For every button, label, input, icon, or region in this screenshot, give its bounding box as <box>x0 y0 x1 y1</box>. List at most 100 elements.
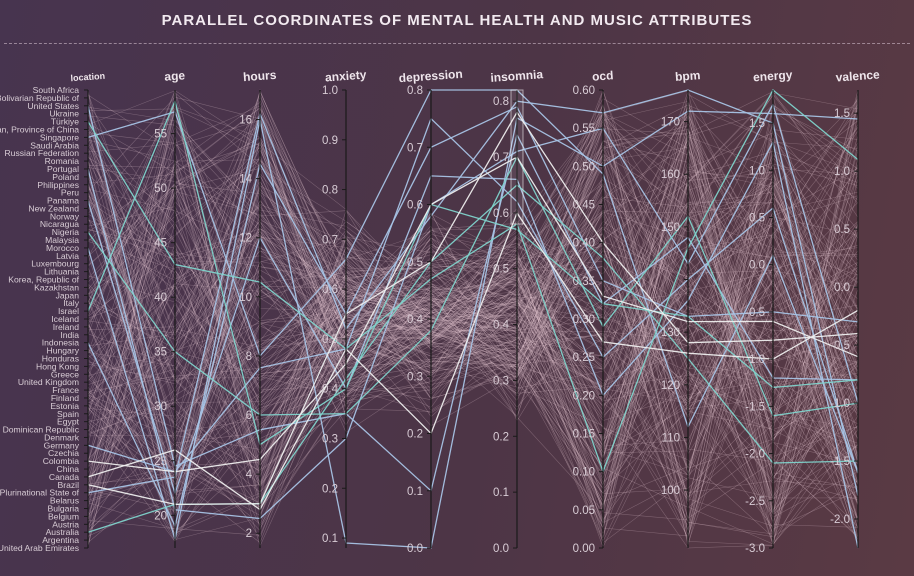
background-record-line <box>87 104 859 477</box>
tick-label: Argentina <box>42 535 79 545</box>
background-record-line <box>87 106 859 428</box>
tick-label: 0.5 <box>493 264 509 276</box>
tick-label: 6 <box>246 410 252 422</box>
highlighted-record-line <box>87 89 859 496</box>
background-record-line <box>87 151 859 481</box>
background-record-line <box>87 113 859 433</box>
tick-label: 0.6 <box>493 208 509 220</box>
background-record-line <box>87 104 859 487</box>
tick-label: 0.5 <box>407 257 423 269</box>
tick-label: 25 <box>154 456 167 468</box>
background-record-line <box>87 90 859 501</box>
tick-label: 0.6 <box>322 284 338 296</box>
tick-label: Brazil <box>58 480 80 490</box>
background-record-line <box>87 311 859 532</box>
background-record-line <box>87 143 859 528</box>
background-record-line <box>87 230 859 538</box>
axis-brush-insomnia[interactable] <box>510 89 524 225</box>
axis-ocd: ocd 0.00 0.05 0.10 0.15 0.20 0.25 0.30 0.35 0.40 0… <box>573 68 614 555</box>
tick-label: Italy <box>63 298 79 308</box>
background-record-line <box>87 93 859 454</box>
background-record-line <box>87 220 859 543</box>
background-record-line <box>87 138 859 443</box>
background-record-line <box>87 221 859 408</box>
tick-label: Belarus <box>50 496 79 506</box>
tick-label: 12 <box>239 233 252 245</box>
background-record-line <box>87 101 859 475</box>
tick-label: Dominican Republic <box>3 425 80 435</box>
tick-label: -2.0 <box>830 514 850 526</box>
tick-label: Czechia <box>48 448 79 458</box>
background-record-line <box>87 135 859 495</box>
tick-label: 0.5 <box>322 334 338 346</box>
background-record-line <box>87 164 859 514</box>
tick-label: 0.8 <box>493 96 509 108</box>
tick-label: 20 <box>154 510 167 522</box>
background-record-line <box>87 123 859 505</box>
background-record-line <box>87 182 859 532</box>
tick-label: 14 <box>239 174 252 186</box>
tick-label: 0.3 <box>322 433 338 445</box>
tick-label: 150 <box>661 222 680 234</box>
tick-label: 0.0 <box>407 543 423 555</box>
axis-title-energy: energy <box>753 68 794 85</box>
background-record-line <box>87 118 859 539</box>
background-record-line <box>87 172 859 537</box>
background-record-line <box>87 195 859 472</box>
background-record-line <box>87 93 859 417</box>
background-record-line <box>87 103 859 544</box>
axis-title-location: location <box>70 71 105 83</box>
background-record-line <box>87 89 859 519</box>
tick-label: 0.2 <box>322 483 338 495</box>
tick-label: 0.5 <box>749 212 765 224</box>
tick-label: 0.2 <box>493 431 509 443</box>
background-record-line <box>87 114 859 485</box>
tick-label: 0.1 <box>407 486 423 498</box>
background-record-line <box>87 173 859 481</box>
tick-label: 35 <box>154 347 167 359</box>
background-record-line <box>87 106 859 341</box>
tick-label: 0.10 <box>573 467 595 479</box>
tick-label: New Zealand <box>28 203 79 213</box>
tick-label: 0.00 <box>573 543 595 555</box>
axis-title-depression: depression <box>398 67 463 85</box>
tick-label: 0.05 <box>573 505 595 517</box>
tick-label: Nicaragua <box>40 219 79 229</box>
background-record-line <box>87 223 859 534</box>
background-record-line <box>87 184 859 516</box>
background-record-line <box>87 191 859 447</box>
tick-label: Philippines <box>37 180 79 190</box>
background-record-line <box>87 114 859 439</box>
tick-label: Hungary <box>47 346 80 356</box>
tick-label: Iceland <box>51 314 79 324</box>
background-record-line <box>87 94 859 461</box>
tick-label: Latvia <box>56 251 79 261</box>
background-record-line <box>87 232 859 546</box>
tick-label: 0.4 <box>322 384 339 396</box>
background-record-line <box>87 93 859 540</box>
tick-label: 40 <box>154 292 167 304</box>
tick-label: Türkiye <box>51 117 79 127</box>
background-record-line <box>87 115 859 408</box>
background-record-line <box>87 105 859 534</box>
tick-label: 0.4 <box>407 314 424 326</box>
tick-label: -2.0 <box>745 449 765 461</box>
tick-label: 0.25 <box>573 352 595 364</box>
highlighted-record-line <box>87 98 859 446</box>
background-record-line <box>87 182 859 422</box>
background-record-line <box>87 139 859 538</box>
background-record-line <box>87 113 859 388</box>
tick-label: 1.0 <box>749 165 765 177</box>
tick-label: Belgium <box>48 511 79 521</box>
axis-title-hours: hours <box>243 68 278 84</box>
background-record-line <box>87 204 859 486</box>
background-record-line <box>87 152 859 545</box>
tick-label: 100 <box>661 485 680 497</box>
tick-label: 0.1 <box>493 487 509 499</box>
tick-label: Denmark <box>44 432 80 442</box>
background-record-line <box>87 90 859 419</box>
tick-label: 0.60 <box>573 85 595 97</box>
background-record-line <box>87 222 859 537</box>
